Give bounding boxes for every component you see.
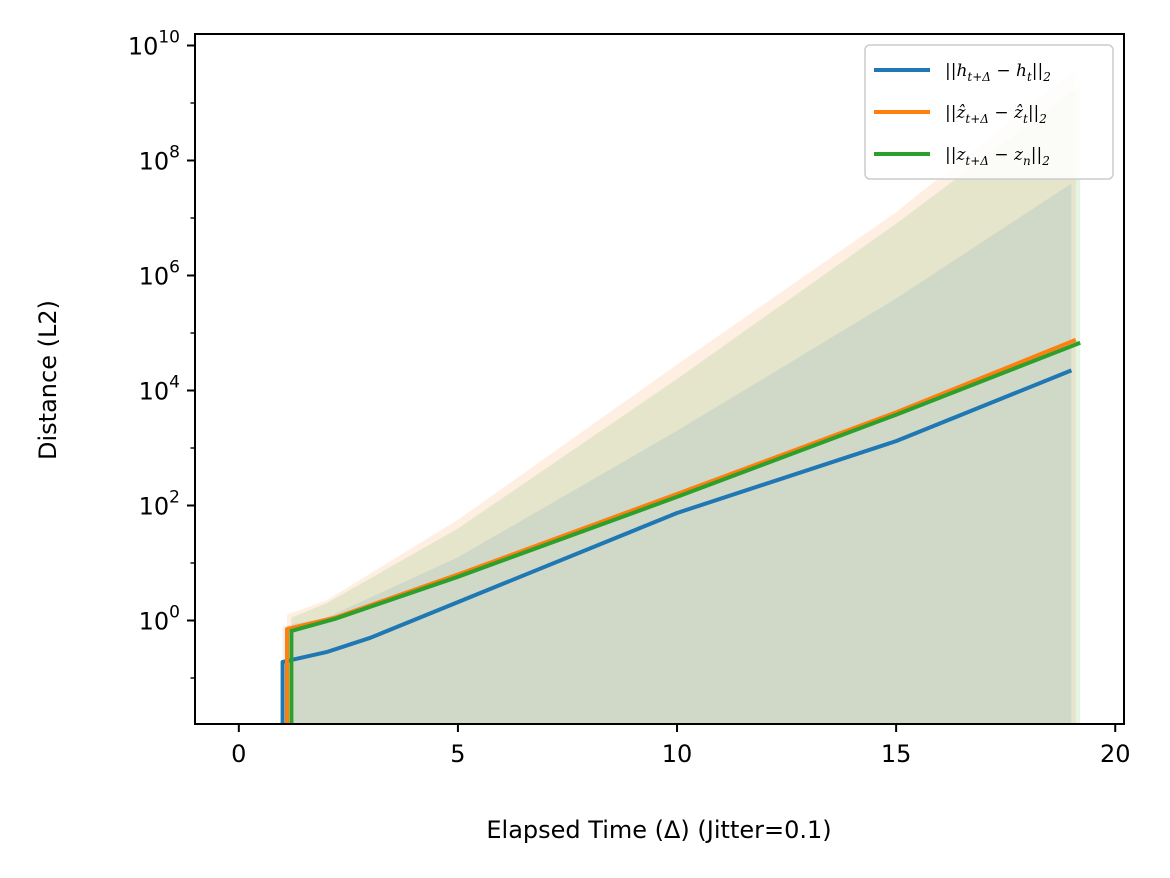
- y-tick-label: 108: [139, 143, 180, 176]
- confidence-band-1: [287, 68, 1076, 724]
- y-tick-label: 104: [139, 373, 180, 406]
- x-axis-label: Elapsed Time (Δ) (Jitter=0.1): [486, 816, 831, 844]
- legend: ||ht+Δ − ht||2 ||ẑt+Δ − ẑt||2 ||zt+Δ − zn|…: [864, 44, 1114, 180]
- plot-area-frame: [194, 33, 1125, 725]
- y-axis-label: Distance (L2): [34, 300, 62, 460]
- y-tick-label: 1010: [128, 28, 180, 61]
- legend-label-3: ||zt+Δ − zn||2: [945, 145, 1050, 168]
- series-line-3: [289, 340, 1081, 724]
- x-tick-label: 0: [231, 740, 246, 768]
- legend-box: [864, 44, 1114, 180]
- y-tick-label: 100: [139, 603, 180, 636]
- x-tick-label: 15: [881, 740, 912, 768]
- x-tick-label: 20: [1100, 740, 1131, 768]
- y-tick-label: 106: [139, 258, 180, 291]
- y-axis-ticks: 100 102 104 106 108 1010: [128, 28, 195, 679]
- legend-label-1: ||ht+Δ − ht||2: [945, 61, 1051, 84]
- x-tick-label: 10: [662, 740, 693, 768]
- confidence-band-3: [282, 183, 1072, 724]
- y-tick-label: 102: [139, 488, 180, 521]
- x-tick-label: 5: [450, 740, 465, 768]
- legend-label-2: ||ẑt+Δ − ẑt||2: [945, 103, 1047, 126]
- series-line-2: [285, 338, 1077, 724]
- x-axis-ticks: 0 5 10 15 20: [231, 724, 1131, 768]
- series-lines: [280, 338, 1081, 724]
